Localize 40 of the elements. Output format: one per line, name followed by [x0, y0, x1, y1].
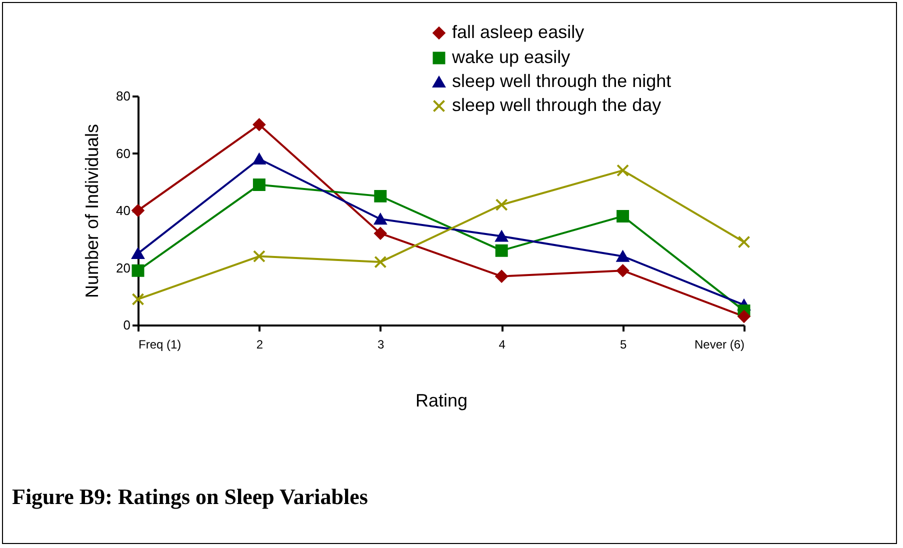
x-tick-label: Never (6) [694, 338, 744, 352]
point [616, 250, 630, 262]
point [132, 248, 144, 259]
y-axis-title: Number of Individuals [82, 124, 102, 298]
x-axis-title: Rating [415, 390, 468, 410]
x-tick-label: 3 [378, 338, 385, 352]
point [616, 210, 630, 222]
x-tick-label: 5 [620, 338, 627, 352]
legend-label: fall asleep easily [452, 22, 584, 42]
legend-label: wake up easily [451, 47, 570, 67]
legend-label: sleep well through the night [452, 71, 672, 91]
x-tick-label: 4 [498, 338, 506, 352]
text: Figure B9: Ratings on Sleep Variables [12, 484, 368, 510]
point [252, 153, 266, 165]
point [495, 270, 508, 283]
point [495, 244, 508, 257]
point [495, 230, 508, 242]
point [132, 292, 144, 306]
x-tick-label: 2 [256, 338, 264, 352]
y-tick-label: 40 [116, 203, 130, 218]
x-tick-label: Freq (1) [138, 338, 182, 352]
point [738, 236, 750, 248]
point [252, 118, 266, 131]
point [132, 204, 144, 217]
point [374, 214, 387, 225]
point [132, 264, 144, 277]
point [738, 310, 750, 323]
point [252, 178, 266, 191]
y-tick-label: 60 [116, 146, 130, 161]
point [374, 190, 387, 202]
y-tick-label: 20 [116, 260, 130, 276]
point [374, 256, 387, 268]
y-tick-label: 80 [116, 88, 130, 104]
point [252, 250, 266, 263]
y-tick-label: 0 [123, 318, 130, 332]
point [495, 198, 508, 212]
point [616, 264, 630, 277]
point [616, 164, 630, 177]
point [374, 227, 387, 240]
legend-label: sleep well through the day [452, 95, 662, 115]
